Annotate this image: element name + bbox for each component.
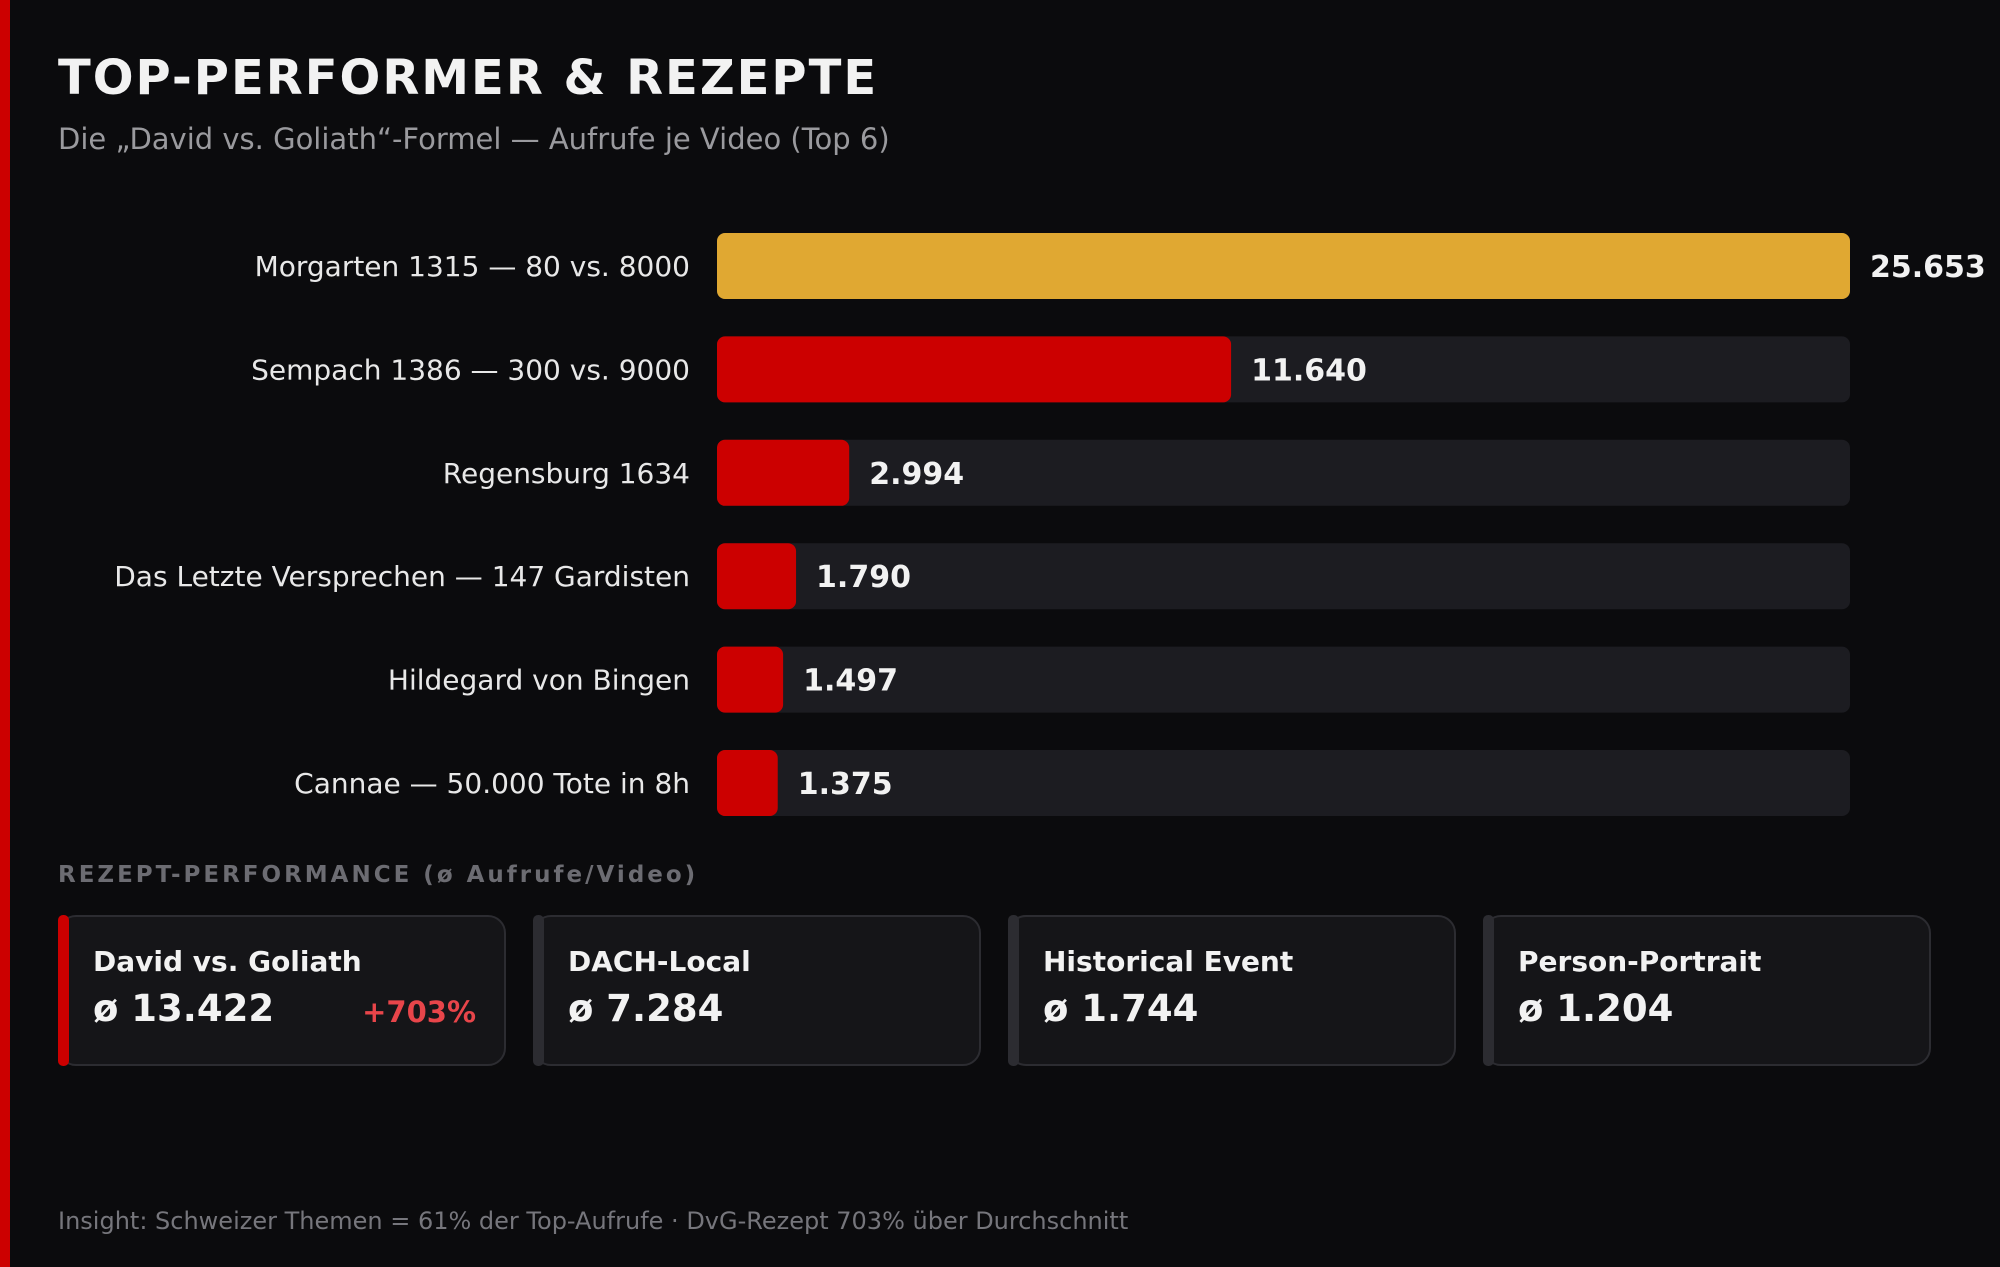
recipe-card-david-vs-goliath: David vs. Goliath ø 13.422 +703%	[58, 915, 506, 1066]
bar-value-label: 2.994	[869, 457, 964, 492]
bar-category-label: Sempach 1386 — 300 vs. 9000	[251, 353, 690, 386]
card-name: David vs. Goliath	[93, 945, 362, 978]
bar-track	[717, 646, 1850, 713]
bar-category-label: Hildegard von Bingen	[388, 664, 690, 697]
bar	[717, 439, 850, 506]
bar	[717, 543, 797, 610]
recipe-card-dach-local: DACH-Local ø 7.284	[533, 915, 981, 1066]
card-value: ø 7.284	[568, 987, 724, 1030]
bar-chart: Morgarten 1315 — 80 vs. 8000 25.653 Sempac…	[114, 233, 1986, 816]
bar-track	[717, 543, 1850, 610]
card-accent-bar	[533, 915, 544, 1066]
card-accent-bar	[1483, 915, 1494, 1066]
bar-value-label: 1.375	[798, 767, 893, 802]
bar-category-label: Regensburg 1634	[443, 457, 690, 490]
bar-category-label: Cannae — 50.000 Tote in 8h	[294, 767, 690, 800]
accent-strip	[0, 0, 10, 1267]
bar	[717, 233, 1850, 299]
bar	[717, 750, 778, 816]
bar-category-label: Das Letzte Versprechen — 147 Gardisten	[114, 560, 690, 593]
bar	[717, 336, 1232, 403]
bar-value-label: 1.790	[816, 560, 911, 595]
page-subtitle: Die „David vs. Goliath“-Formel — Aufrufe…	[58, 122, 890, 156]
page-title: TOP-PERFORMER & REZEPTE	[58, 50, 879, 106]
recipe-card-historical-event: Historical Event ø 1.744	[1008, 915, 1456, 1066]
bar-value-label: 25.653	[1870, 250, 1986, 285]
card-accent-bar	[1008, 915, 1019, 1066]
bar-track	[717, 750, 1850, 816]
bar-category-label: Morgarten 1315 — 80 vs. 8000	[255, 250, 690, 283]
card-value: ø 13.422	[93, 987, 275, 1030]
card-name: DACH-Local	[568, 945, 751, 978]
card-value: ø 1.204	[1518, 987, 1674, 1030]
card-name: Historical Event	[1043, 945, 1294, 978]
card-delta: +703%	[362, 995, 476, 1029]
card-name: Person-Portrait	[1518, 945, 1762, 978]
bar-value-label: 11.640	[1251, 353, 1367, 388]
bar-track	[717, 439, 1850, 506]
bar-value-label: 1.497	[803, 664, 898, 699]
recipe-section-label: REZEPT-PERFORMANCE (ø Aufrufe/Video)	[58, 862, 699, 888]
card-value: ø 1.744	[1043, 987, 1199, 1030]
recipe-card-person-portrait: Person-Portrait ø 1.204	[1483, 915, 1931, 1066]
bar	[717, 646, 784, 713]
card-accent-bar	[58, 915, 69, 1066]
insight-footer: Insight: Schweizer Themen = 61% der Top-…	[58, 1207, 1129, 1235]
